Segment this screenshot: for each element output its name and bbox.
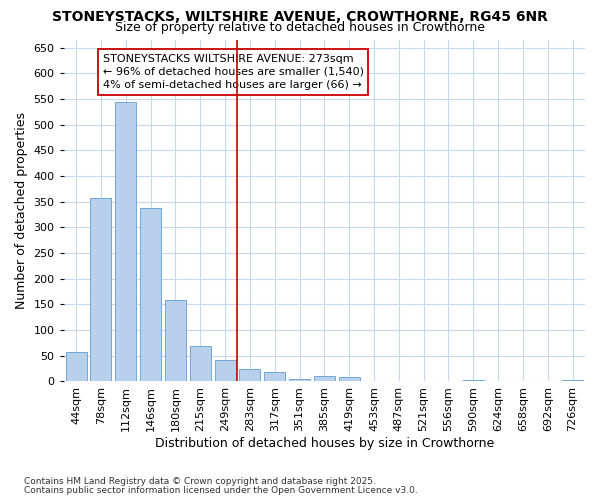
Bar (314, 376, 335, 382)
Text: Size of property relative to detached houses in Crowthorne: Size of property relative to detached ho… (115, 21, 485, 34)
X-axis label: Distribution of detached houses by size in Crowthorne: Distribution of detached houses by size … (155, 437, 494, 450)
Bar (165, 300, 186, 382)
Y-axis label: Number of detached properties: Number of detached properties (15, 112, 28, 309)
Bar (338, 377, 360, 382)
Text: STONEYSTACKS WILTSHIRE AVENUE: 273sqm
← 96% of detached houses are smaller (1,54: STONEYSTACKS WILTSHIRE AVENUE: 273sqm ← … (103, 54, 364, 90)
Bar (140, 208, 161, 382)
Text: Contains HM Land Registry data © Crown copyright and database right 2025.: Contains HM Land Registry data © Crown c… (24, 477, 376, 486)
Bar (289, 379, 310, 382)
Bar (91, 198, 112, 382)
Bar (239, 369, 260, 382)
Bar (463, 380, 484, 382)
Bar (562, 380, 583, 382)
Bar (65, 352, 86, 382)
Text: STONEYSTACKS, WILTSHIRE AVENUE, CROWTHORNE, RG45 6NR: STONEYSTACKS, WILTSHIRE AVENUE, CROWTHOR… (52, 10, 548, 24)
Bar (264, 372, 285, 382)
Bar (115, 102, 136, 382)
Bar (215, 360, 236, 382)
Bar (190, 346, 211, 382)
Text: Contains public sector information licensed under the Open Government Licence v3: Contains public sector information licen… (24, 486, 418, 495)
